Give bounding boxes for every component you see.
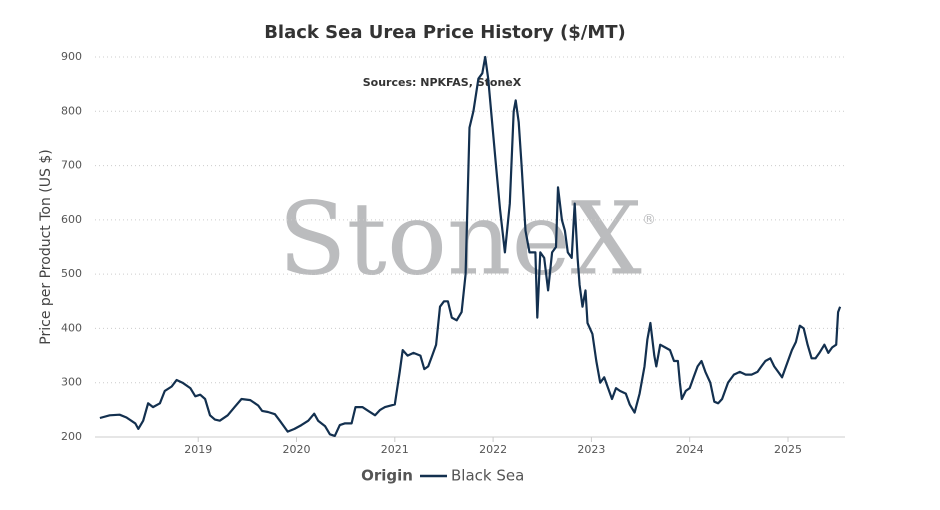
- y-tick-label: 300: [61, 376, 82, 389]
- x-tick-label: 2020: [283, 443, 311, 456]
- x-tick-label: 2024: [676, 443, 704, 456]
- y-tick-label: 400: [61, 321, 82, 334]
- legend-label: Black Sea: [451, 467, 524, 485]
- y-tick-label: 200: [61, 430, 82, 443]
- watermark-mark: ®: [642, 212, 656, 228]
- x-tick-label: 2025: [774, 443, 802, 456]
- x-tick-label: 2021: [381, 443, 409, 456]
- watermark: StoneX: [278, 181, 642, 298]
- y-tick-label: 700: [61, 159, 82, 172]
- y-tick-label: 500: [61, 267, 82, 280]
- x-tick-label: 2023: [577, 443, 605, 456]
- y-tick-label: 900: [61, 50, 82, 63]
- x-tick-label: 2022: [479, 443, 507, 456]
- line-series: [99, 55, 842, 437]
- y-tick-label: 600: [61, 213, 82, 226]
- legend-title: Origin: [361, 467, 413, 485]
- legend: Origin Black Sea: [361, 467, 524, 485]
- y-tick-label: 800: [61, 104, 82, 117]
- x-tick-label: 2019: [184, 443, 212, 456]
- chart-title: Black Sea Urea Price History ($/MT): [264, 22, 626, 43]
- subtitle: Sources: NPKFAS, StoneX: [363, 76, 522, 89]
- y-axis-label: Price per Product Ton (US $): [38, 149, 54, 344]
